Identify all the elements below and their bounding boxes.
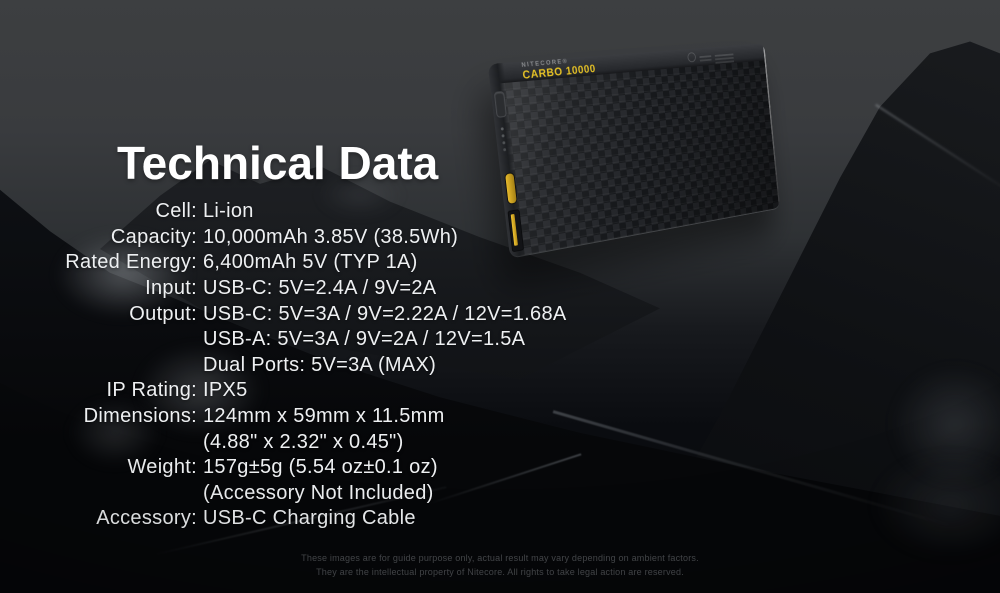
spec-value: USB-C Charging Cable (203, 507, 416, 530)
led-indicator-dots (500, 127, 504, 131)
spec-row: Input: USB-C: 5V=2.4A / 9V=2A (30, 276, 567, 302)
spec-value: 124mm x 59mm x 11.5mm (203, 405, 445, 428)
spec-value: Li-ion (203, 200, 254, 223)
spec-value: USB-A: 5V=3A / 9V=2A / 12V=1.5A (203, 328, 526, 351)
snow-mist-patch (865, 340, 1000, 510)
spec-row: Rated Energy: 6,400mAh 5V (TYP 1A) (30, 250, 567, 276)
spec-value: 10,000mAh 3.85V (38.5Wh) (203, 225, 459, 248)
snow-mist-patch (300, 165, 420, 225)
power-button (493, 91, 507, 118)
spec-label: Weight: (127, 456, 197, 479)
spec-row: IP Rating: IPX5 (30, 378, 567, 404)
spec-label: Rated Energy: (65, 251, 197, 274)
spec-value: Dual Ports: 5V=3A (MAX) (203, 353, 437, 376)
spec-row: (Accessory Not Included) (30, 481, 567, 507)
spec-label: Accessory: (96, 507, 197, 530)
snow-mist-patch (50, 385, 180, 480)
spec-label: Input: (145, 277, 197, 300)
cert-text-lines (699, 54, 712, 58)
spec-row: Dual Ports: 5V=3A (MAX) (30, 353, 567, 379)
spec-label: Output: (129, 302, 197, 325)
page-title: Technical Data (117, 137, 439, 189)
disclaimer-line-1: These images are for guide purpose only,… (301, 553, 699, 563)
spec-row: Cell: Li-ion (30, 199, 567, 225)
spec-value: USB-C: 5V=3A / 9V=2.22A / 12V=1.68A (203, 302, 567, 325)
spec-row: Accessory: USB-C Charging Cable (30, 506, 567, 532)
spec-row: USB-A: 5V=3A / 9V=2A / 12V=1.5A (30, 327, 567, 353)
spec-value: 157g±5g (5.54 oz±0.1 oz) (203, 456, 438, 479)
certification-marks (687, 49, 734, 63)
spec-label: IP Rating: (106, 379, 197, 402)
spec-row: Dimensions: 124mm x 59mm x 11.5mm (30, 404, 567, 430)
snow-mist-patch (28, 215, 218, 335)
cert-circle-icon (687, 52, 697, 63)
mountain-ridge-highlight (875, 103, 1000, 199)
spec-value: (Accessory Not Included) (203, 481, 434, 504)
spec-row: (4.88" x 2.32" x 0.45") (30, 429, 567, 455)
disclaimer-line-2: They are the intellectual property of Ni… (316, 567, 684, 577)
snow-mist-patch (110, 325, 290, 455)
spec-label: Cell: (155, 200, 197, 223)
spec-value: (4.88" x 2.32" x 0.45") (203, 430, 404, 453)
disclaimer: These images are for guide purpose only,… (0, 551, 1000, 579)
spec-row: Capacity: 10,000mAh 3.85V (38.5Wh) (30, 225, 567, 251)
spec-label: Dimensions: (83, 405, 197, 428)
cert-text-lines (714, 53, 734, 57)
spec-label: Capacity: (110, 225, 197, 248)
spec-list: Cell: Li-ion Capacity: 10,000mAh 3.85V (… (30, 199, 567, 532)
spec-value: USB-C: 5V=2.4A / 9V=2A (203, 277, 437, 300)
spec-row: Weight: 157g±5g (5.54 oz±0.1 oz) (30, 455, 567, 481)
spec-value: 6,400mAh 5V (TYP 1A) (203, 251, 418, 274)
spec-value: IPX5 (203, 379, 248, 402)
spec-row: Output: USB-C: 5V=3A / 9V=2.22A / 12V=1.… (30, 301, 567, 327)
